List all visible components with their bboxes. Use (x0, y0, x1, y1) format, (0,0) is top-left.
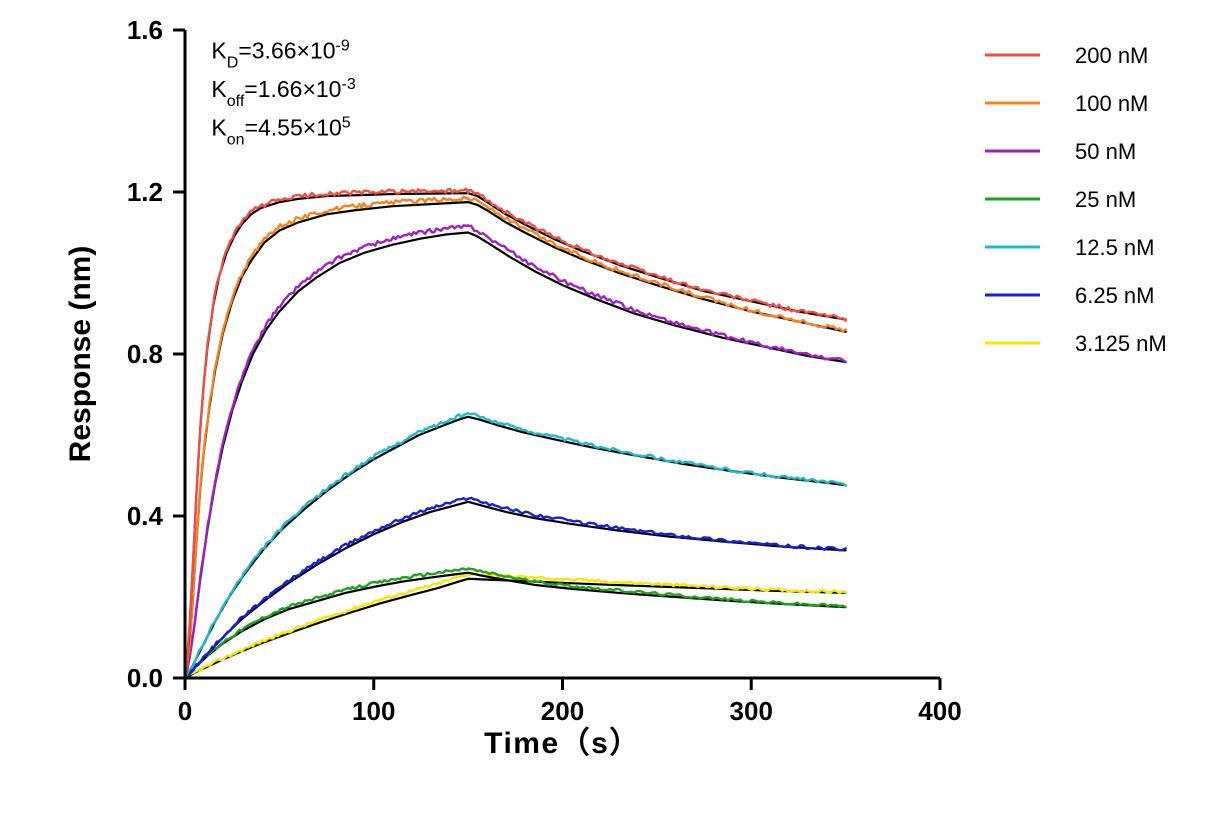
legend-label: 100 nM (1075, 91, 1148, 116)
legend-label: 50 nM (1075, 139, 1136, 164)
chart-svg: 0 100 200 300 400 0.0 0.4 0.8 1.2 1.6 Time（s） Respo… (0, 0, 1232, 825)
x-axis-label: Time（s） (484, 726, 641, 760)
x-tick-label: 200 (541, 696, 584, 726)
legend-label: 25 nM (1075, 187, 1136, 212)
x-tick-label: 400 (918, 696, 961, 726)
y-tick-label: 1.2 (127, 177, 163, 207)
legend-label: 6.25 nM (1075, 283, 1155, 308)
x-tick-label: 100 (352, 696, 395, 726)
y-axis-label: Response (nm) (64, 246, 97, 463)
x-tick-label: 0 (178, 696, 192, 726)
legend-label: 12.5 nM (1075, 235, 1155, 260)
legend-label: 3.125 nM (1075, 331, 1167, 356)
x-tick-label: 300 (730, 696, 773, 726)
y-tick-label: 0.0 (127, 663, 163, 693)
legend-label: 200 nM (1075, 43, 1148, 68)
y-tick-label: 1.6 (127, 15, 163, 45)
sensorgram-chart: 0 100 200 300 400 0.0 0.4 0.8 1.2 1.6 Time（s） Respo… (0, 0, 1232, 825)
y-tick-label: 0.4 (127, 501, 164, 531)
y-tick-label: 0.8 (127, 339, 163, 369)
